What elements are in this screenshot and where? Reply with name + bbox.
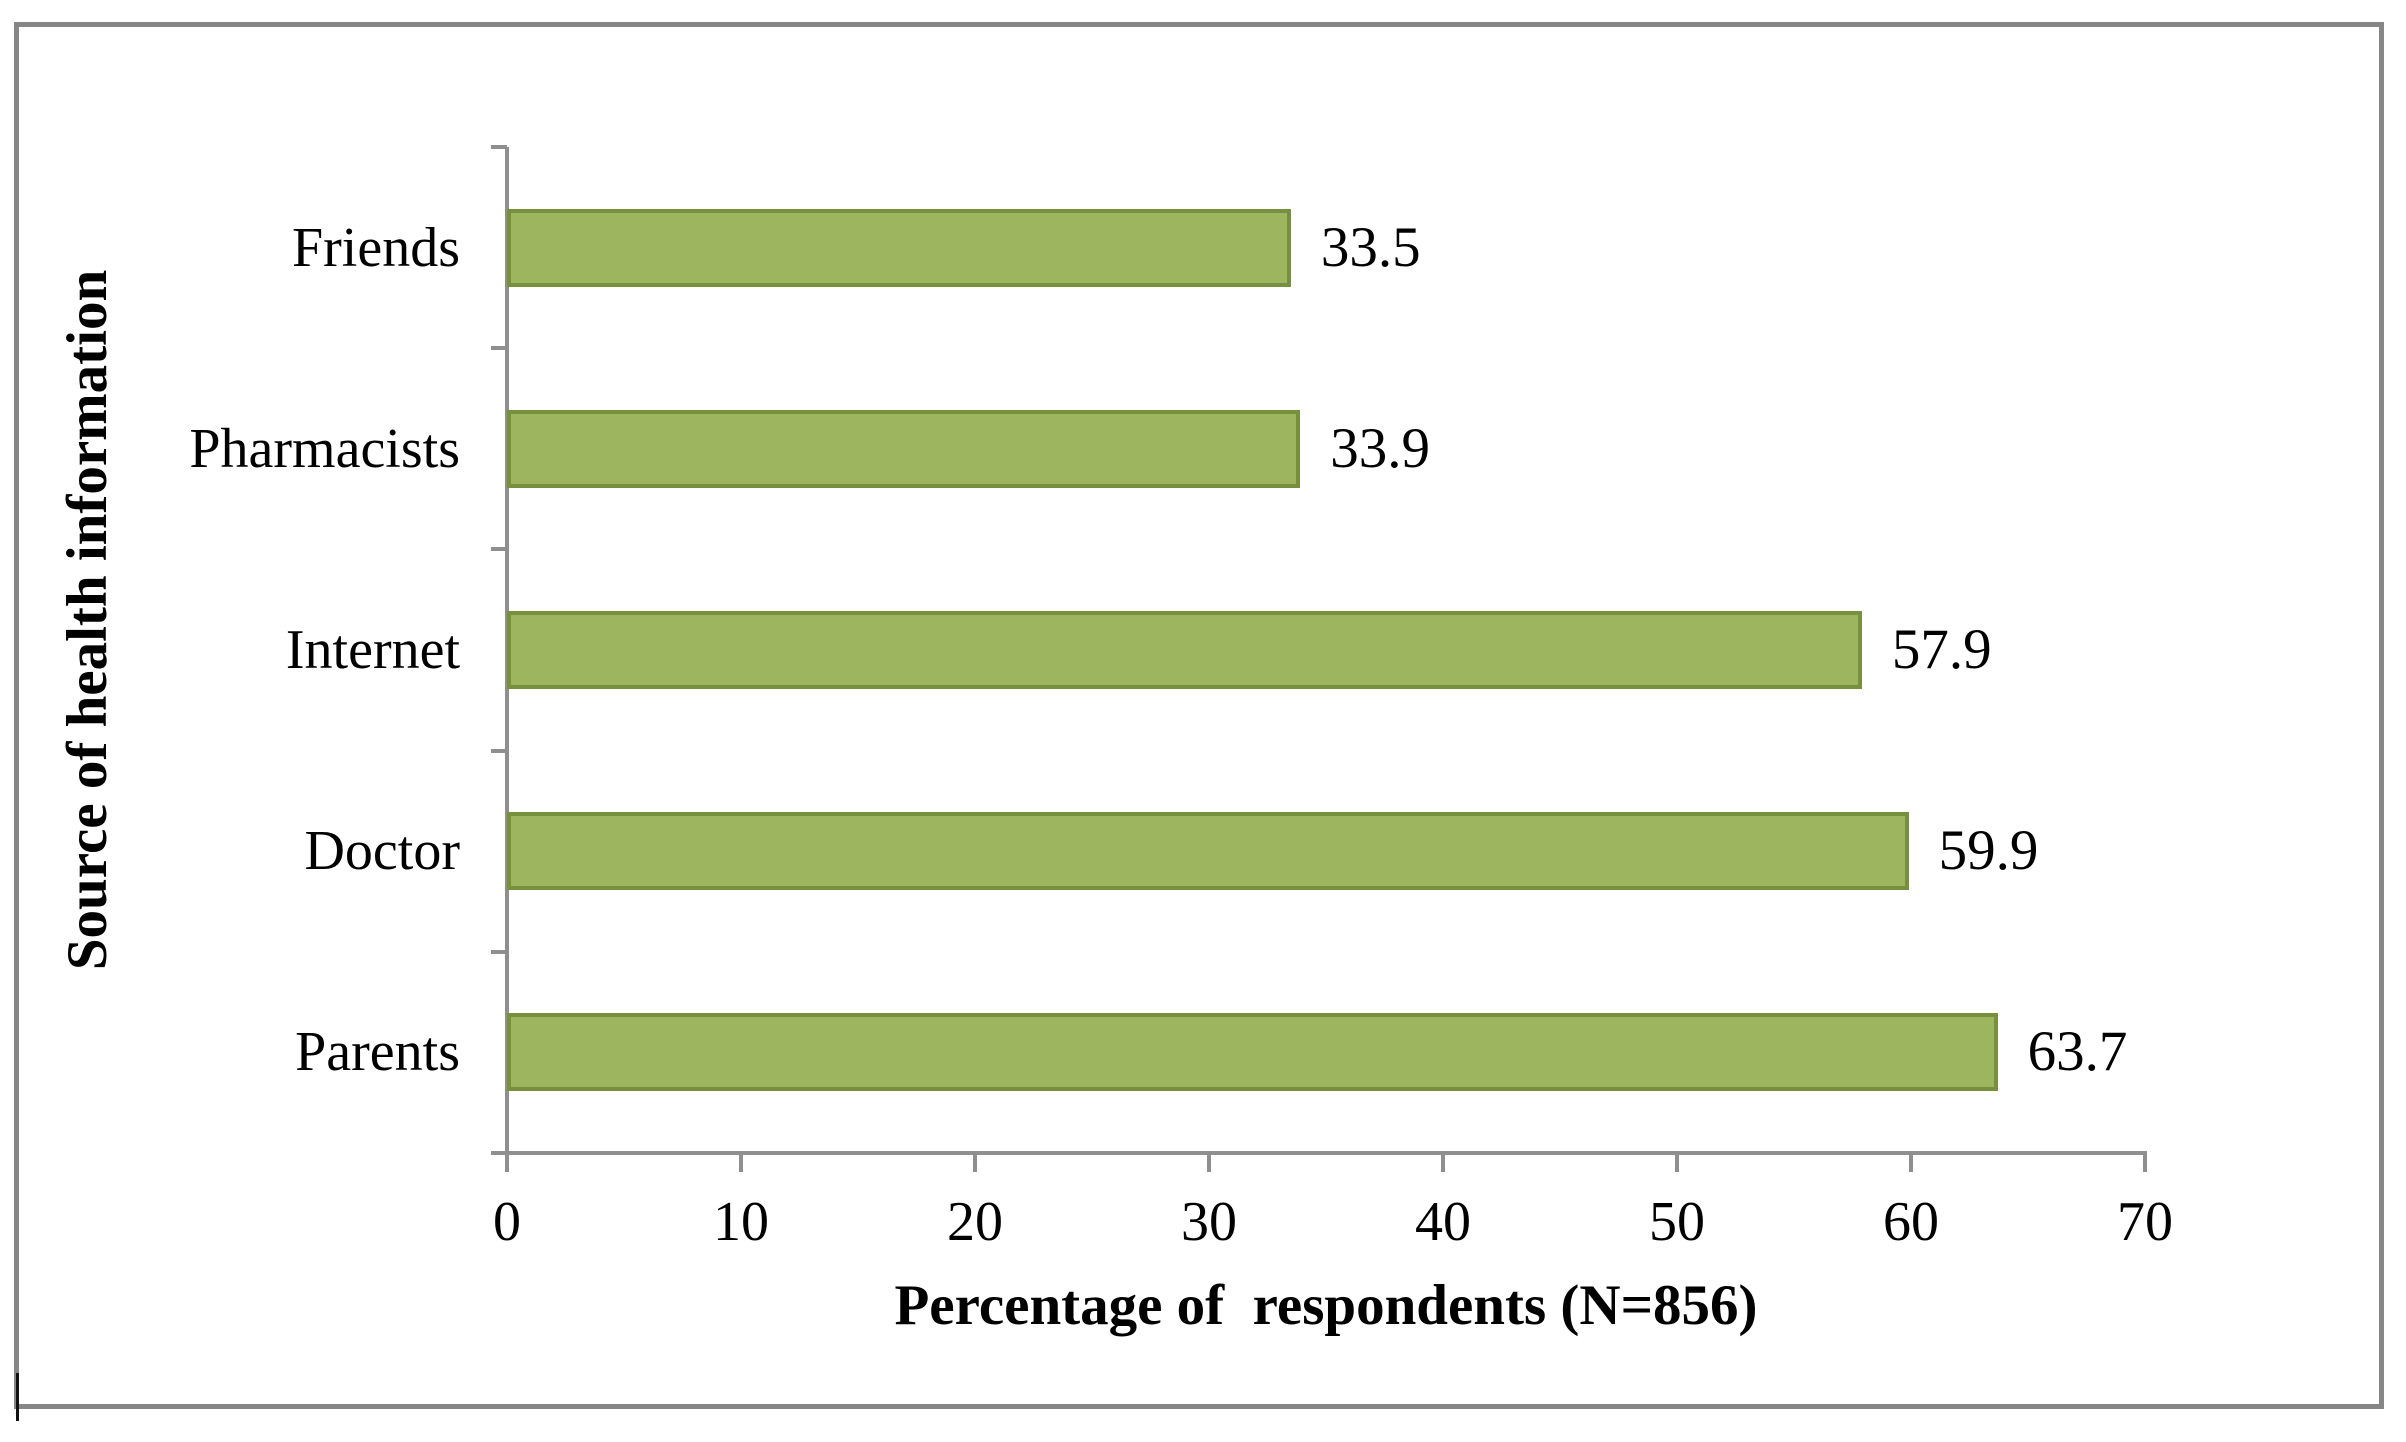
value-label-internet: 57.9 <box>1891 618 1992 681</box>
value-axis-tick <box>973 1153 977 1172</box>
category-label-pharmacists: Pharmacists <box>189 417 460 480</box>
value-label-parents: 63.7 <box>2027 1020 2128 1084</box>
value-label-doctor: 59.9 <box>1938 819 2039 883</box>
category-label-internet: Internet <box>285 619 460 681</box>
value-axis-line <box>491 1151 2147 1155</box>
value-axis-tick-label: 0 <box>493 1191 521 1253</box>
value-label-pharmacists: 33.9 <box>1330 416 1430 480</box>
figure-border <box>14 22 2384 1409</box>
value-axis-tick-label: 20 <box>947 1191 1003 1253</box>
value-axis-tick-label: 50 <box>1649 1191 1705 1253</box>
bar-doctor <box>507 812 1909 891</box>
scan-artifact-mark <box>16 1373 19 1421</box>
value-axis-tick-label: 70 <box>2117 1191 2173 1253</box>
category-label-doctor: Doctor <box>304 820 460 883</box>
category-label-parents: Parents <box>295 1021 460 1084</box>
bar-parents <box>507 1013 1998 1092</box>
value-axis-tick <box>1909 1153 1913 1172</box>
value-axis-tick-label: 10 <box>713 1191 769 1253</box>
value-axis-tick-label: 40 <box>1415 1191 1471 1253</box>
value-axis-tick <box>1207 1153 1211 1172</box>
value-axis-tick <box>1675 1153 1679 1172</box>
category-axis-tick <box>491 547 507 552</box>
category-axis-tick <box>491 346 507 351</box>
value-axis-tick <box>2143 1153 2147 1172</box>
x-axis-title: Percentage of respondents (N=856) <box>894 1274 1758 1337</box>
bar-internet <box>507 611 1862 689</box>
value-label-friends: 33.5 <box>1320 215 1421 279</box>
bar-friends <box>507 208 1291 287</box>
category-axis-tick <box>491 145 507 149</box>
value-axis-tick <box>739 1153 743 1172</box>
category-axis-tick <box>491 748 507 753</box>
bar-pharmacists <box>507 409 1301 488</box>
value-axis-tick-label: 30 <box>1181 1191 1237 1253</box>
category-label-friends: Friends <box>292 216 460 279</box>
value-axis-tick-label: 60 <box>1883 1191 1939 1253</box>
value-axis-tick <box>505 1153 509 1172</box>
value-axis-tick <box>1441 1153 1445 1172</box>
category-axis-tick <box>491 949 507 954</box>
